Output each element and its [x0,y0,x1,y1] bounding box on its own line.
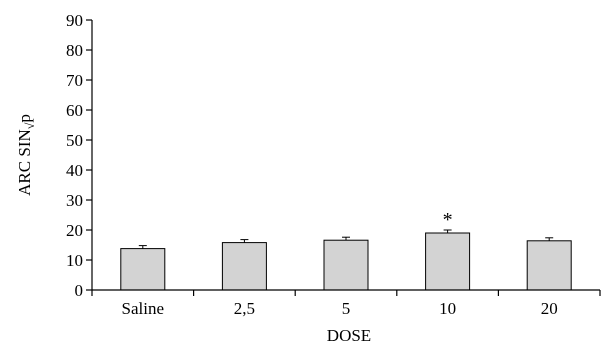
x-tick-label: 20 [541,299,558,318]
bar [221,242,267,291]
y-axis-title-main: ARC SIN [15,129,34,196]
bars: * [120,209,572,291]
bar [425,232,471,291]
y-tick-label: 0 [75,281,84,300]
y-tick-label: 10 [66,251,83,270]
significance-marker: * [443,209,453,231]
y-axis-title-p: p [15,114,34,123]
x-tick-label: 2,5 [234,299,255,318]
y-axis-ticks: 0 10 20 30 40 50 60 70 80 90 [66,11,92,300]
x-axis-ticks: Saline 2,5 5 10 20 [91,290,601,318]
y-tick-label: 40 [66,161,83,180]
bar [120,248,166,291]
bar [323,239,369,291]
y-tick-label: 80 [66,41,83,60]
x-tick-label: 5 [342,299,351,318]
x-tick-label: Saline [122,299,165,318]
y-tick-label: 30 [66,191,83,210]
y-axis-title-sqrt: √ [23,122,37,129]
y-tick-label: 50 [66,131,83,150]
bar [526,240,572,291]
y-tick-label: 20 [66,221,83,240]
y-tick-label: 90 [66,11,83,30]
y-axis-title: ARC SIN√p [15,114,37,196]
x-tick-label: 10 [439,299,456,318]
y-tick-label: 70 [66,71,83,90]
y-tick-label: 60 [66,101,83,120]
x-axis-title: DOSE [327,326,371,345]
